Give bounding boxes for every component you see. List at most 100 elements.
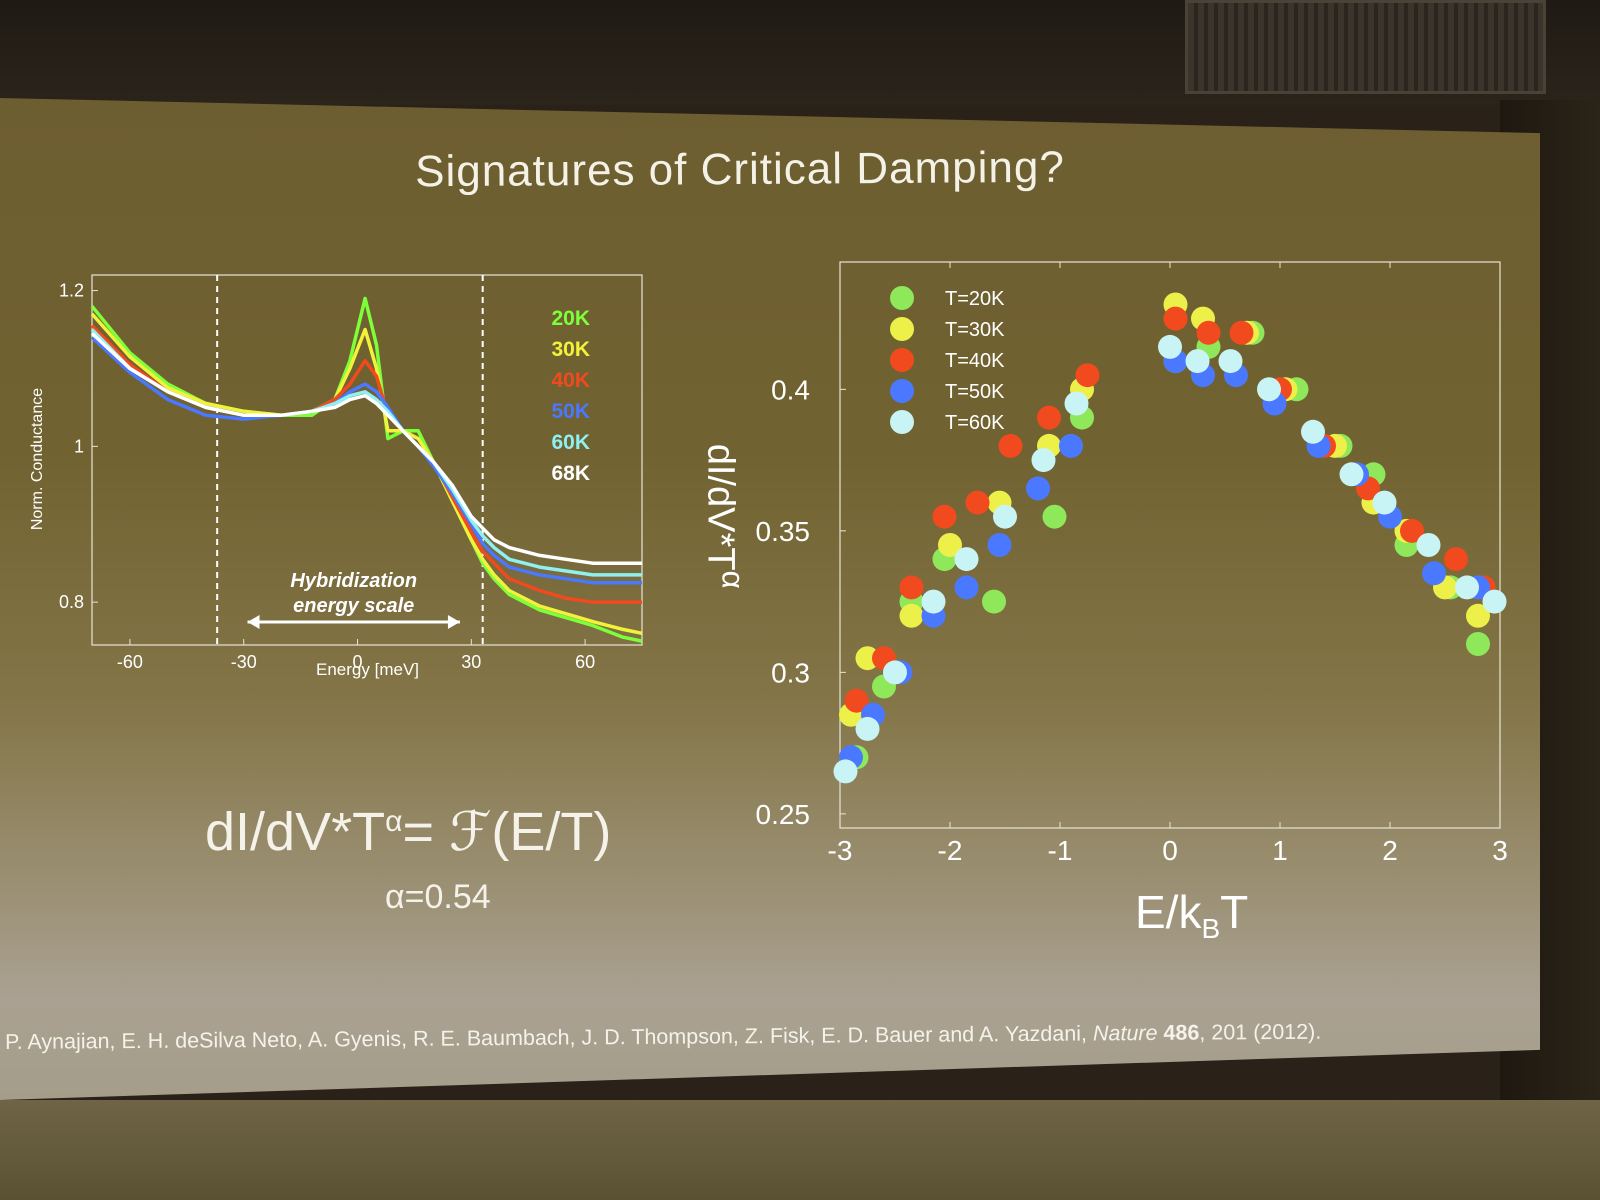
data-point-T=50K (1026, 476, 1050, 501)
data-point-T=60K (1185, 349, 1210, 374)
data-point-T=60K (833, 759, 858, 784)
legend-marker-T=40K (890, 348, 914, 372)
right-x-tick-label: -2 (938, 835, 963, 866)
right-x-tick-label: 2 (1382, 835, 1398, 866)
data-point-T=30K (899, 603, 924, 628)
citation-journal: Nature (1092, 1020, 1158, 1046)
data-point-T=50K (954, 575, 979, 600)
data-point-T=60K (1416, 533, 1441, 557)
data-point-T=20K (1042, 504, 1067, 529)
left-x-tick-label: -60 (117, 652, 143, 672)
left-x-axis-label: Energy [meV] (316, 660, 419, 679)
legend-label-50K: 50K (551, 400, 590, 423)
right-x-tick-label: 3 (1492, 835, 1508, 866)
legend-label-T=30K: T=30K (945, 319, 1005, 341)
data-point-T=30K (938, 533, 962, 557)
citation-volume: 486 (1163, 1020, 1200, 1045)
data-point-T=60K (1455, 575, 1479, 600)
legend-marker-T=50K (890, 379, 914, 403)
right-y-tick-label: 0.25 (756, 799, 811, 830)
right-x-axis-label-sub: B (1201, 913, 1221, 945)
right-x-axis-label: E/kBT (1135, 885, 1248, 945)
legend-label-60K: 60K (551, 431, 590, 454)
legend-label-T=60K: T=60K (945, 412, 1005, 434)
right-x-axis-label-tail: T (1220, 886, 1249, 938)
legend-label-20K: 20K (551, 307, 590, 330)
room-floor (0, 1100, 1600, 1200)
legend-marker-T=30K (890, 317, 914, 341)
left-y-axis-label: Norm. Conductance (29, 387, 46, 531)
data-point-T=60K (1158, 334, 1182, 359)
legend-marker-T=20K (890, 286, 914, 310)
data-point-T=20K (1466, 632, 1490, 656)
data-point-T=60K (855, 716, 880, 741)
left-x-tick-label: 30 (461, 652, 481, 672)
hybridization-arrowhead-right (447, 615, 460, 629)
data-point-T=60K (1339, 462, 1364, 487)
right-y-tick-label: 0.35 (756, 516, 811, 547)
formula-rhs: = ℱ(E/T) (402, 802, 612, 862)
conductance-curve-68K (90, 332, 642, 565)
legend-label-68K: 68K (551, 462, 590, 485)
left-x-tick-label: 60 (575, 652, 595, 672)
legend-marker-T=60K (890, 410, 914, 434)
data-point-T=40K (998, 433, 1023, 458)
data-point-T=30K (1466, 603, 1490, 628)
left-y-tick-label: 1.2 (59, 281, 84, 301)
hybridization-arrowhead-left (247, 615, 260, 629)
slide-title: Signatures of Critical Damping? (414, 142, 1066, 197)
data-point-T=60K (883, 660, 907, 685)
data-point-T=60K (993, 504, 1017, 529)
formula-lhs: dI/dV*T (205, 802, 386, 862)
left-x-tick-label: -30 (231, 652, 257, 672)
hybridization-annotation-line2: energy scale (293, 595, 414, 617)
data-point-T=40K (1196, 320, 1221, 345)
left-y-tick-label: 1 (74, 436, 84, 456)
data-point-T=50K (987, 533, 1012, 557)
hybridization-annotation-line1: Hybridization (290, 570, 417, 592)
data-point-T=40K (1400, 518, 1424, 543)
data-point-T=40K (1229, 320, 1254, 345)
legend-label-40K: 40K (551, 369, 590, 392)
data-point-T=60K (954, 547, 979, 572)
legend-label-T=20K: T=20K (945, 288, 1005, 310)
citation-tail: , 201 (2012). (1199, 1019, 1322, 1045)
conductance-chart: -60 -30 0 30 60 0.8 1 1.2 Energy [meV] 20K 30K 40K 5… (59, 274, 643, 679)
left-plot-frame (91, 274, 643, 646)
right-y-axis-label-text: dI/dV*T (699, 443, 742, 571)
data-point-T=60K (1482, 589, 1507, 614)
data-point-T=40K (932, 504, 957, 529)
right-y-axis-label: dI/dV*Tα (699, 401, 752, 631)
left-y-tick-label: 0.8 (59, 592, 84, 612)
alpha-value: α=0.54 (385, 878, 491, 916)
data-point-T=60K (1257, 377, 1281, 402)
data-point-T=60K (1064, 391, 1089, 416)
right-y-tick-label: 0.3 (771, 657, 810, 688)
projection-screen (0, 98, 1540, 1100)
data-point-T=40K (844, 688, 869, 713)
data-point-T=40K (1037, 405, 1061, 430)
data-point-T=60K (1301, 419, 1325, 444)
formula-exponent: α (385, 805, 403, 838)
data-point-T=60K (1372, 490, 1397, 515)
right-x-axis-label-text: E/k (1135, 886, 1202, 938)
data-point-T=40K (1075, 363, 1100, 388)
left-x-tick-label: 0 (353, 652, 363, 672)
right-x-tick-label: -3 (828, 835, 853, 866)
scaling-formula: dI/dV*Tα= ℱ(E/T) (205, 800, 611, 863)
legend-label-30K: 30K (551, 338, 590, 361)
scaling-chart: -3 -2 -1 0 1 2 3 0.25 0.3 0.35 0.4 T=20K T=30K T=40K T… (756, 261, 1508, 866)
ceiling-vent (1185, 0, 1546, 94)
legend-label-T=40K: T=40K (945, 350, 1005, 372)
data-point-T=60K (921, 589, 946, 614)
right-y-axis-label-exp: α (715, 570, 752, 589)
data-point-T=50K (1422, 561, 1446, 586)
data-point-T=60K (1218, 349, 1243, 374)
right-x-tick-label: 0 (1162, 835, 1178, 866)
legend-label-T=50K: T=50K (945, 381, 1005, 403)
data-point-T=60K (1031, 448, 1056, 473)
right-x-tick-label: 1 (1272, 835, 1288, 866)
data-point-T=40K (1444, 547, 1468, 572)
data-point-T=40K (965, 490, 990, 515)
data-point-T=40K (1163, 306, 1188, 331)
